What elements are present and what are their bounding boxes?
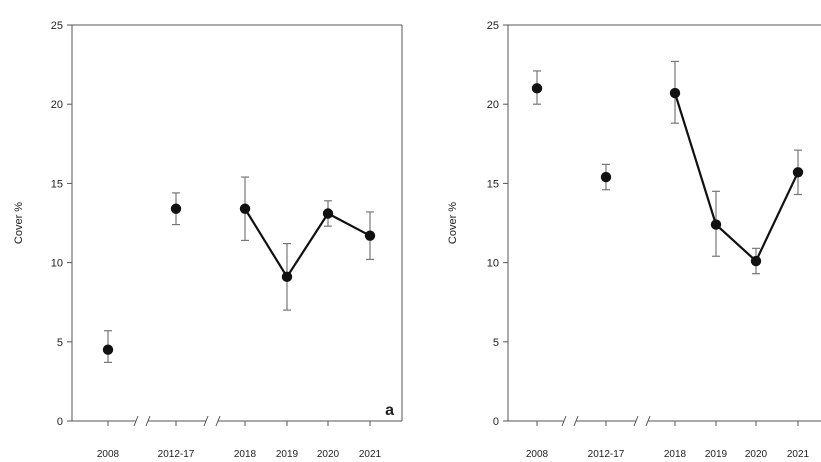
chart-panel-a: 0 5 10 15 20 25 2008 2012-17 2018 2019 2020 2021 Cov… — [13, 20, 403, 460]
data-point — [364, 230, 376, 241]
y-tick-label: 10 — [51, 258, 63, 270]
y-tick-label: 5 — [493, 337, 499, 349]
axis-break-mark — [645, 415, 651, 427]
data-point — [531, 83, 543, 94]
y-tick-label: 15 — [487, 178, 499, 190]
y-axis-label: Cover % — [447, 202, 459, 244]
x-tick-label: 2018 — [664, 449, 687, 460]
series-line — [244, 208, 371, 279]
x-tick-label: 2020 — [745, 449, 768, 460]
axis-break-mark — [561, 415, 567, 427]
axis-break-mark — [133, 415, 139, 427]
panel-label: a — [385, 402, 394, 419]
y-tick-label: 0 — [57, 416, 63, 428]
axis-break-mark — [633, 415, 639, 427]
data-point — [750, 255, 762, 267]
data-point — [322, 208, 334, 219]
y-tick-label: 20 — [487, 99, 499, 111]
data-point — [170, 203, 182, 214]
data-point — [710, 219, 722, 230]
data-point — [600, 171, 612, 183]
axis-break-mark — [215, 415, 221, 427]
y-tick-label: 25 — [51, 20, 63, 32]
x-tick-label: 2012-17 — [588, 449, 625, 460]
y-tick-label: 10 — [487, 258, 499, 270]
axis-break-mark — [573, 415, 579, 427]
x-tick-label: 2008 — [97, 449, 120, 460]
y-tick-label: 5 — [57, 337, 63, 349]
x-tick-label: 2012-17 — [158, 449, 195, 460]
axis-break-mark — [203, 415, 209, 427]
y-tick-label: 15 — [51, 178, 63, 190]
x-tick-label: 2018 — [234, 449, 257, 460]
x-tick-label: 2020 — [317, 449, 340, 460]
y-tick-label: 0 — [493, 416, 499, 428]
axis-break-mark — [145, 415, 151, 427]
y-axis-label: Cover % — [13, 202, 25, 244]
data-point — [102, 344, 114, 355]
x-tick-label: 2008 — [526, 449, 549, 460]
x-tick-label: 2021 — [359, 449, 382, 460]
x-tick-label: 2019 — [276, 449, 299, 460]
data-point — [239, 203, 251, 214]
data-point — [669, 87, 681, 99]
x-tick-label: 2019 — [705, 449, 728, 460]
series-line — [673, 92, 799, 263]
data-point — [792, 167, 804, 178]
y-tick-label: 20 — [51, 99, 63, 111]
data-point — [281, 271, 293, 283]
y-tick-label: 25 — [487, 20, 499, 32]
chart-panel-b: 0 5 10 15 20 25 2008 2012-17 2018 2019 2020 2021 Cov… — [447, 20, 821, 460]
x-tick-label: 2021 — [787, 449, 810, 460]
